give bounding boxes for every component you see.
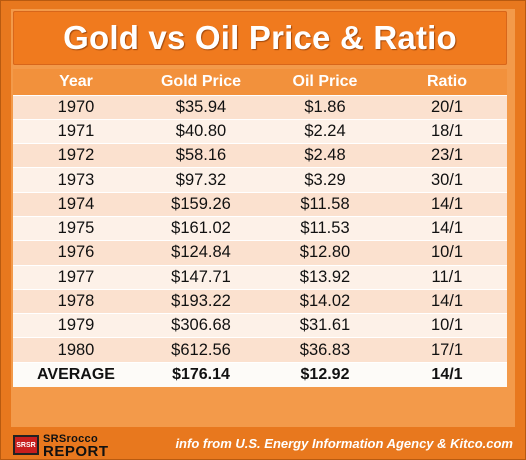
cell-oil-price: $11.58 [263,191,387,217]
source-note: info from U.S. Energy Information Agency… [175,436,513,451]
cell-gold-price: $124.84 [139,240,263,266]
cell-year: 1975 [13,215,139,241]
cell-oil-price: $36.83 [263,337,387,363]
average-label: AVERAGE [13,361,139,387]
cell-ratio: 30/1 [387,167,507,193]
cell-oil-price: $2.24 [263,118,387,144]
table-row: 1970 $35.94 $1.86 20/1 [13,94,507,120]
cell-year: 1979 [13,313,139,338]
column-header-gold-price: Gold Price [139,69,263,95]
cell-year: 1972 [13,143,139,168]
cell-ratio: 23/1 [387,143,507,168]
cell-year: 1980 [13,337,139,363]
table-row: 1978 $193.22 $14.02 14/1 [13,288,507,314]
footer: SRSR SRSrocco REPORT info from U.S. Ener… [1,427,526,460]
cell-ratio: 10/1 [387,313,507,338]
cell-year: 1977 [13,264,139,290]
table-row: 1977 $147.71 $13.92 11/1 [13,264,507,290]
table-row: 1976 $124.84 $12.80 10/1 [13,240,507,266]
logo-badge-text: SRSR [16,441,36,449]
cell-ratio: 11/1 [387,264,507,290]
column-header-ratio: Ratio [387,69,507,95]
logo-text-line2: REPORT [43,443,109,460]
table-row: 1972 $58.16 $2.48 23/1 [13,143,507,168]
cell-oil-price: $31.61 [263,313,387,338]
table-body: 1970 $35.94 $1.86 20/1 1971 $40.80 $2.24 18/1 19… [13,94,507,387]
cell-year: 1971 [13,118,139,144]
cell-gold-price: $612.56 [139,337,263,363]
column-header-year: Year [13,69,139,95]
table-row: 1975 $161.02 $11.53 14/1 [13,215,507,241]
cell-ratio: 17/1 [387,337,507,363]
table-row: 1974 $159.26 $11.58 14/1 [13,191,507,217]
cell-gold-price: $161.02 [139,215,263,241]
cell-gold-price: $97.32 [139,167,263,193]
cell-year: 1978 [13,288,139,314]
logo-badge: SRSR [13,435,39,455]
table-row: 1980 $612.56 $36.83 17/1 [13,337,507,363]
average-oil-price: $12.92 [263,361,387,387]
cell-oil-price: $12.80 [263,240,387,266]
table-row: 1971 $40.80 $2.24 18/1 [13,118,507,144]
cell-gold-price: $147.71 [139,264,263,290]
srsrocco-report-logo-icon: SRSR SRSrocco REPORT [13,433,133,460]
average-ratio: 14/1 [387,361,507,387]
average-row: AVERAGE $176.14 $12.92 14/1 [13,361,507,387]
cell-year: 1970 [13,94,139,120]
table-row: 1973 $97.32 $3.29 30/1 [13,167,507,193]
chart-title: Gold vs Oil Price & Ratio [63,19,457,56]
cell-ratio: 14/1 [387,191,507,217]
column-header-oil-price: Oil Price [263,69,387,95]
cell-ratio: 18/1 [387,118,507,144]
cell-oil-price: $3.29 [263,167,387,193]
cell-oil-price: $2.48 [263,143,387,168]
cell-gold-price: $40.80 [139,118,263,144]
cell-ratio: 10/1 [387,240,507,266]
price-table: Year Gold Price Oil Price Ratio 1970 $35.… [13,69,507,387]
table-row: 1979 $306.68 $31.61 10/1 [13,313,507,338]
cell-ratio: 20/1 [387,94,507,120]
cell-gold-price: $35.94 [139,94,263,120]
average-gold-price: $176.14 [139,361,263,387]
cell-gold-price: $58.16 [139,143,263,168]
cell-year: 1973 [13,167,139,193]
cell-oil-price: $1.86 [263,94,387,120]
cell-gold-price: $306.68 [139,313,263,338]
cell-year: 1976 [13,240,139,266]
cell-gold-price: $193.22 [139,288,263,314]
title-bar: Gold vs Oil Price & Ratio [13,11,507,65]
cell-year: 1974 [13,191,139,217]
table-header-row: Year Gold Price Oil Price Ratio [13,69,507,95]
cell-oil-price: $13.92 [263,264,387,290]
cell-oil-price: $14.02 [263,288,387,314]
cell-ratio: 14/1 [387,288,507,314]
cell-gold-price: $159.26 [139,191,263,217]
cell-ratio: 14/1 [387,215,507,241]
cell-oil-price: $11.53 [263,215,387,241]
logo-text-line1: SRSrocco [43,433,98,445]
